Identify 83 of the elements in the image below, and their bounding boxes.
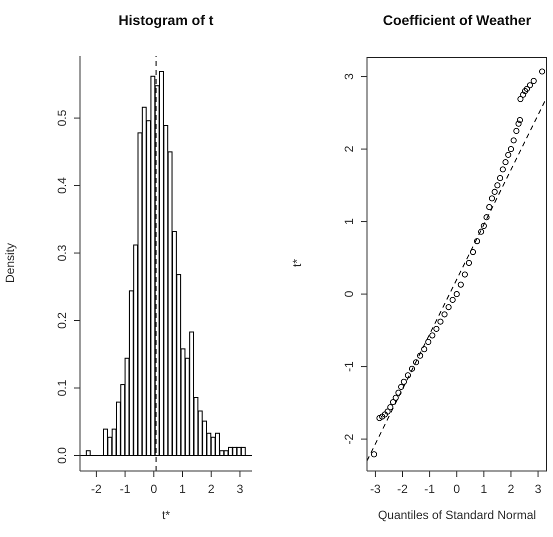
point (539, 68, 546, 75)
point (462, 271, 468, 278)
y-tick-label: -2 (342, 433, 356, 444)
x-tick-label: 3 (236, 482, 244, 496)
point (404, 372, 411, 378)
y-tick-label: 0.2 (55, 312, 69, 329)
point (437, 318, 444, 325)
point (384, 408, 391, 415)
point (458, 282, 464, 288)
y-axis-title: t* (290, 258, 304, 268)
x-tick-label: 1 (480, 482, 488, 496)
point (376, 415, 383, 422)
point (508, 146, 514, 152)
y-tick-label: 0.3 (55, 244, 69, 262)
point (502, 159, 509, 166)
point (486, 204, 492, 210)
point (474, 238, 480, 244)
y-tick-label: 0.1 (55, 379, 69, 396)
point (450, 296, 456, 303)
point (505, 152, 512, 158)
point (398, 384, 404, 390)
x-tick-label: -1 (120, 482, 131, 496)
point (492, 188, 498, 195)
point (395, 390, 402, 396)
y-tick-label: 0 (342, 290, 356, 298)
point (466, 260, 472, 266)
point (522, 88, 528, 94)
point (526, 82, 533, 88)
x-axis-title: Quantiles of Standard Normal (376, 508, 538, 522)
point (382, 411, 388, 418)
y-tick-label: 0.5 (55, 109, 69, 126)
point (520, 92, 526, 98)
point (494, 182, 500, 188)
point (488, 195, 496, 202)
point (515, 120, 522, 127)
point (417, 352, 424, 359)
chart-title: Coefficient of Weather (382, 12, 532, 28)
point (433, 326, 440, 332)
point (400, 378, 407, 385)
x-axis-title: t* (160, 508, 171, 522)
point (480, 222, 487, 229)
point (530, 78, 537, 84)
x-tick-label: -1 (424, 482, 436, 496)
point (497, 175, 504, 182)
y-tick-label: -1 (342, 360, 356, 372)
y-tick-label: 3 (342, 72, 356, 80)
point (390, 399, 396, 406)
point (387, 404, 394, 410)
point (516, 117, 523, 124)
point (425, 338, 432, 345)
point (524, 86, 530, 92)
x-tick-label: 0 (453, 482, 460, 496)
point (413, 359, 420, 366)
point (408, 366, 416, 372)
x-tick-label: 2 (208, 482, 215, 496)
point (510, 137, 517, 144)
point (484, 214, 490, 220)
y-tick-label: 0.0 (55, 446, 69, 464)
point (517, 96, 524, 102)
point (454, 291, 460, 298)
x-tick-label: 1 (179, 482, 186, 496)
point (421, 346, 428, 352)
y-tick-label: 1 (342, 218, 356, 225)
point (379, 414, 386, 420)
x-tick-label: -2 (91, 482, 102, 496)
x-tick-label: 3 (534, 482, 542, 496)
x-tick-label: -2 (397, 482, 408, 496)
point (429, 332, 436, 338)
point (500, 166, 506, 172)
point (478, 228, 484, 235)
chart-title: Histogram of t (118, 12, 214, 28)
y-tick-label: 0.4 (55, 176, 69, 194)
point (371, 451, 378, 458)
point (513, 128, 520, 134)
point (392, 394, 399, 401)
point (446, 304, 452, 310)
y-axis-title: Density (3, 242, 17, 284)
point (441, 311, 448, 318)
x-tick-label: 2 (508, 482, 515, 496)
x-tick-label: 0 (150, 482, 158, 496)
x-tick-label: -3 (370, 482, 382, 496)
point (470, 248, 476, 256)
y-tick-label: 2 (342, 145, 356, 152)
